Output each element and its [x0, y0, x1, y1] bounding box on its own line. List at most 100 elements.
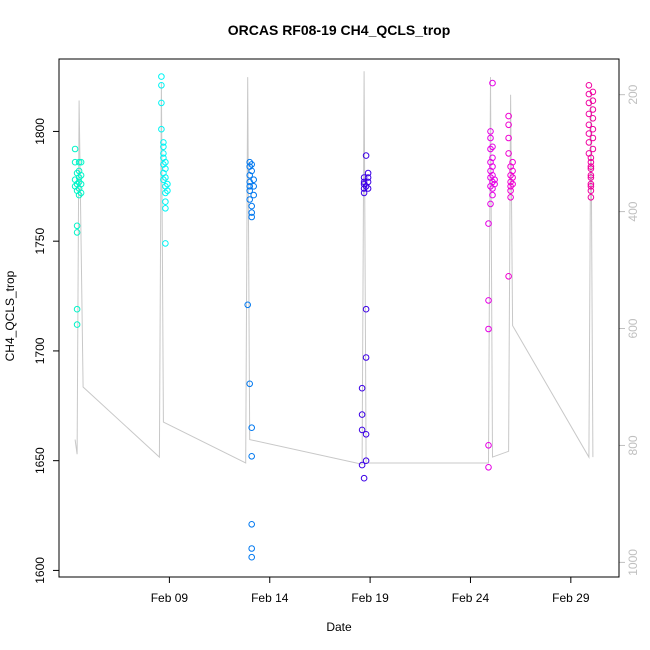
data-point [158, 125, 165, 133]
data-point [358, 384, 366, 392]
data-point [160, 139, 167, 146]
axes-layer: Feb 09 Feb 14 Feb 19 Feb 24 Feb 29 1600 1650 17… [33, 84, 640, 605]
data-point [585, 82, 593, 89]
data-point [364, 185, 372, 192]
data-point [489, 154, 496, 162]
data-point [246, 380, 253, 388]
pressure-trace-layer [74, 71, 594, 465]
data-point [164, 180, 171, 188]
data-point [248, 545, 255, 552]
data-point [248, 453, 255, 460]
data-point [364, 178, 372, 186]
right-tick-label: 800 [626, 435, 640, 455]
data-point [248, 213, 255, 221]
data-point [589, 97, 597, 104]
data-point [162, 174, 169, 181]
data-point [489, 178, 496, 186]
data-point [589, 125, 597, 133]
data-point [589, 134, 597, 142]
data-point [248, 202, 255, 210]
data-point [73, 321, 81, 328]
data-point [77, 189, 85, 197]
right-tick-label: 600 [626, 318, 640, 338]
data-point [509, 158, 516, 166]
pressure-trace-line [74, 71, 594, 465]
data-point [487, 128, 494, 135]
series-group [158, 73, 171, 247]
data-point [509, 167, 516, 175]
data-point [75, 178, 83, 186]
plot-frame [58, 58, 620, 578]
data-point [485, 325, 492, 333]
data-point [164, 187, 171, 194]
right-tick-label: 400 [626, 201, 640, 221]
data-point [507, 187, 514, 194]
x-tick-label: Feb 19 [351, 591, 389, 605]
data-point [485, 297, 492, 304]
data-point [589, 88, 597, 96]
data-point [73, 222, 81, 230]
data-point [487, 200, 494, 208]
data-point [587, 165, 595, 172]
data-point [77, 158, 85, 166]
data-point [250, 191, 257, 199]
data-point [489, 163, 496, 170]
data-point [587, 158, 595, 166]
data-point [485, 464, 492, 471]
data-point [162, 205, 169, 212]
data-point [160, 176, 167, 183]
data-point [248, 521, 255, 528]
data-point [489, 79, 496, 87]
series-group [358, 152, 372, 482]
data-point [589, 106, 597, 113]
data-point [507, 183, 514, 190]
data-point [73, 305, 81, 313]
data-point [75, 174, 83, 181]
data-point [160, 143, 167, 151]
data-point [587, 187, 595, 194]
data-point [244, 301, 251, 309]
data-point [71, 145, 79, 153]
data-point [248, 553, 255, 561]
series-group [585, 82, 597, 201]
data-point [360, 174, 368, 181]
data-point [358, 461, 366, 469]
data-point [587, 183, 595, 190]
data-point [487, 134, 494, 142]
y-tick-label: 1650 [33, 447, 47, 474]
data-point [509, 180, 516, 188]
data-point [505, 112, 512, 120]
data-point [73, 229, 81, 236]
data-point [485, 442, 492, 449]
data-point [162, 240, 169, 247]
x-tick-label: Feb 29 [552, 591, 590, 605]
data-point [362, 431, 370, 438]
data-point [507, 194, 514, 201]
data-point [250, 183, 257, 190]
data-point [358, 411, 366, 418]
data-point [587, 180, 595, 188]
data-point [585, 130, 593, 137]
data-point [77, 172, 85, 179]
data-point [162, 198, 169, 205]
data-point [587, 172, 595, 179]
data-point [489, 191, 496, 199]
data-point [158, 99, 165, 107]
data-point [587, 163, 595, 170]
data-point [589, 145, 597, 153]
right-tick-label: 200 [626, 84, 640, 104]
data-point [585, 139, 593, 146]
data-point [248, 209, 255, 216]
y-tick-label: 1750 [33, 228, 47, 255]
data-point [358, 426, 366, 434]
data-point [160, 150, 167, 157]
data-point [491, 180, 498, 188]
y-tick-label: 1700 [33, 337, 47, 364]
x-tick-label: Feb 14 [251, 591, 289, 605]
series-group [485, 79, 498, 471]
right-tick-label: 1000 [626, 549, 640, 576]
data-point [362, 457, 370, 465]
